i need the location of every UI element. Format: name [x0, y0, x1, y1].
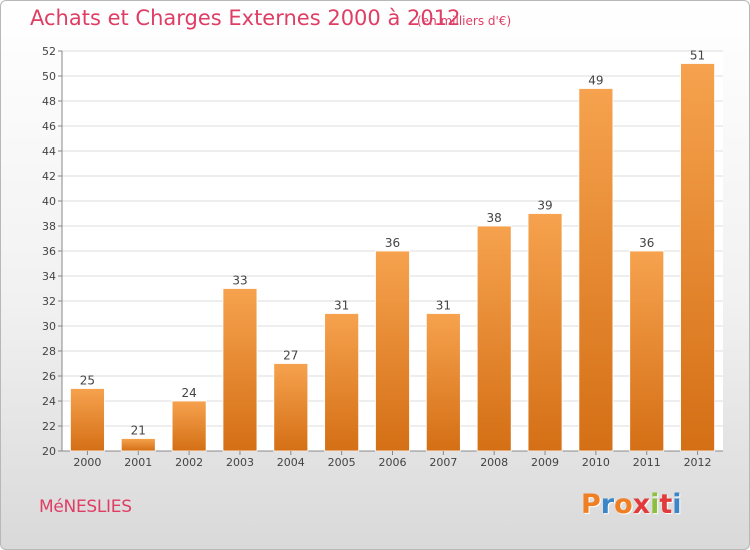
- y-tick-label: 30: [42, 320, 56, 333]
- bar-value-label: 33: [232, 274, 247, 288]
- bar: [629, 250, 665, 452]
- bar: [273, 363, 309, 452]
- logo-letter: i: [672, 489, 682, 520]
- y-tick-label: 50: [42, 70, 56, 83]
- bar: [476, 225, 512, 452]
- bar: [578, 88, 614, 452]
- town-name: MéNESLIES: [39, 497, 132, 517]
- chart-title: Achats et Charges Externes 2000 à 2012: [30, 6, 461, 30]
- x-tick-label: 2009: [531, 456, 559, 469]
- y-tick-label: 22: [42, 420, 56, 433]
- logo-letter: o: [614, 489, 633, 520]
- bar: [222, 288, 258, 452]
- x-tick-label: 2003: [226, 456, 254, 469]
- x-tick-label: 2001: [124, 456, 152, 469]
- bar-value-label: 51: [690, 49, 705, 63]
- y-tick-label: 48: [42, 95, 56, 108]
- y-tick-label: 34: [42, 270, 56, 283]
- y-tick-label: 38: [42, 220, 56, 233]
- bar-value-label: 31: [334, 299, 349, 313]
- x-tick-label: 2008: [480, 456, 508, 469]
- y-tick-label: 44: [42, 145, 56, 158]
- bar: [375, 250, 410, 452]
- bar-value-label: 24: [181, 386, 196, 400]
- y-tick-label: 28: [42, 345, 56, 358]
- x-tick-label: 2004: [277, 456, 305, 469]
- bar-value-label: 31: [436, 299, 451, 313]
- x-tick-label: 2006: [379, 456, 407, 469]
- bar-value-label: 36: [385, 236, 400, 250]
- y-tick-label: 40: [42, 195, 56, 208]
- bar-value-label: 27: [283, 349, 298, 363]
- logo-letter: r: [600, 489, 615, 520]
- logo-letter: x: [632, 489, 651, 520]
- logo-letter: P: [581, 489, 601, 520]
- bar-value-label: 36: [639, 236, 654, 250]
- y-tick-label: 26: [42, 370, 56, 383]
- x-tick-label: 2002: [175, 456, 203, 469]
- x-tick-label: 2011: [633, 456, 661, 469]
- x-tick-label: 2012: [684, 456, 712, 469]
- y-tick-label: 42: [42, 170, 56, 183]
- y-tick-label: 32: [42, 295, 56, 308]
- x-tick-label: 2005: [328, 456, 356, 469]
- bar: [425, 313, 461, 452]
- x-tick-label: 2010: [582, 456, 610, 469]
- bar: [70, 388, 105, 452]
- y-tick-label: 46: [42, 120, 56, 133]
- chart-subtitle: (en milliers d'€): [417, 14, 512, 28]
- y-tick-label: 36: [42, 245, 56, 258]
- bar-value-label: 38: [487, 211, 502, 225]
- logo-letter: t: [659, 489, 673, 520]
- y-tick-label: 24: [42, 395, 56, 408]
- bar-value-label: 49: [588, 74, 603, 88]
- bar: [680, 63, 715, 452]
- bar: [171, 400, 207, 452]
- bar-value-label: 25: [80, 374, 95, 388]
- y-tick-label: 20: [42, 445, 56, 458]
- y-tick-label: 52: [42, 45, 56, 58]
- bar: [527, 213, 563, 452]
- bar-value-label: 21: [131, 424, 146, 438]
- logo-letter: i: [650, 489, 660, 520]
- x-tick-label: 2000: [73, 456, 101, 469]
- bar: [324, 313, 360, 452]
- proxiti-logo: Proxiti: [581, 489, 682, 520]
- bar: [120, 438, 156, 452]
- bar-value-label: 39: [537, 199, 552, 213]
- x-tick-label: 2007: [429, 456, 457, 469]
